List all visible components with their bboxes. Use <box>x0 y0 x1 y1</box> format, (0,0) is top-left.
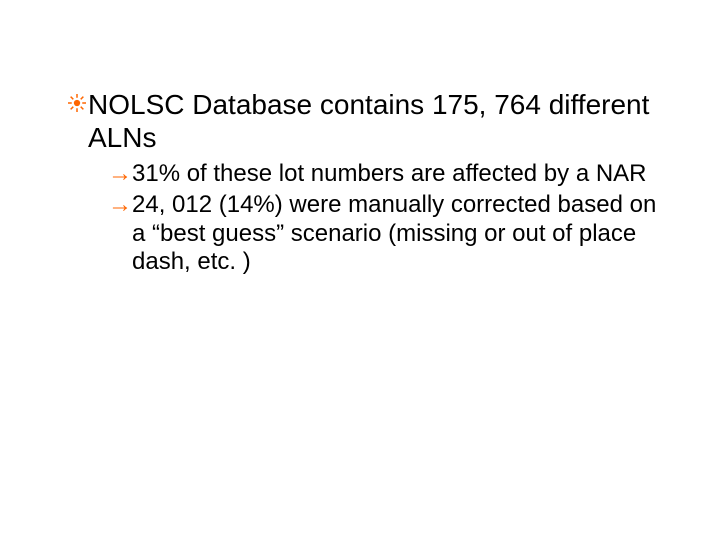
list-item-text: 24, 012 (14%) were manually corrected ba… <box>132 191 668 277</box>
heading-bullet: NOLSC Database contains 175, 764 differe… <box>66 88 670 154</box>
slide: NOLSC Database contains 175, 764 differe… <box>0 0 720 540</box>
list-item: → 24, 012 (14%) were manually corrected … <box>108 191 668 277</box>
list-item-text: 31% of these lot numbers are affected by… <box>132 160 647 189</box>
heading-text: NOLSC Database contains 175, 764 differe… <box>88 88 670 154</box>
burst-icon <box>66 88 88 112</box>
arrow-icon: → <box>108 191 132 220</box>
list-item: → 31% of these lot numbers are affected … <box>108 160 668 189</box>
sub-list: → 31% of these lot numbers are affected … <box>108 160 668 277</box>
arrow-icon: → <box>108 160 132 189</box>
